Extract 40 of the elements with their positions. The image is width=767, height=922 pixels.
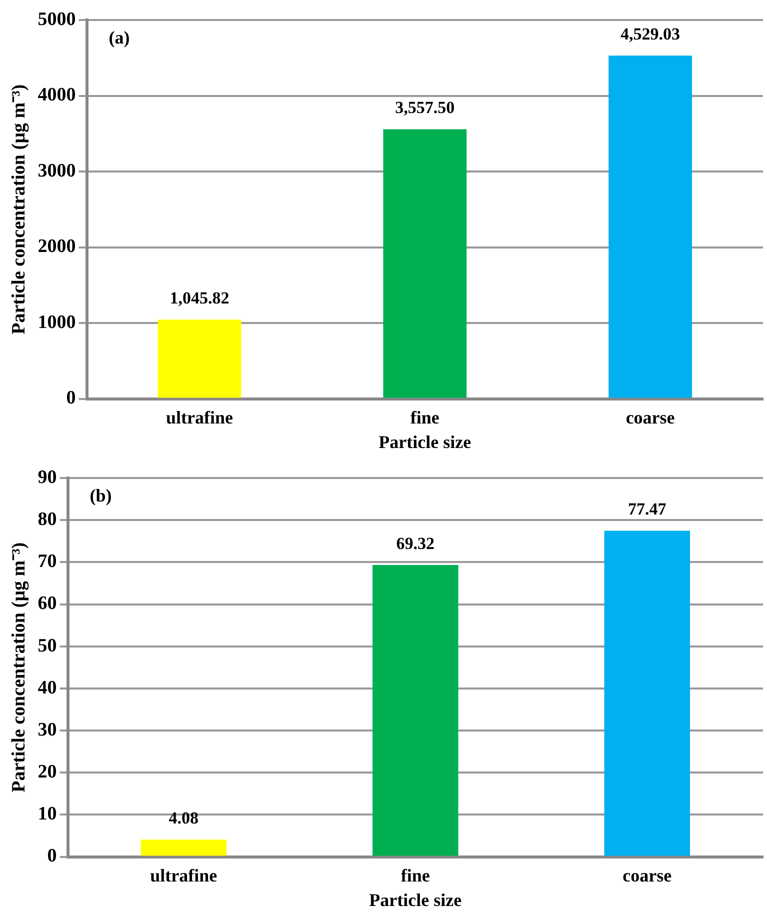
x-tick-label: coarse <box>626 407 675 428</box>
bar <box>608 56 692 398</box>
y-tick-label: 3000 <box>38 160 76 182</box>
x-axis-title: Particle size <box>378 432 472 452</box>
y-tick-label: 20 <box>38 762 57 783</box>
data-label: 3,557.50 <box>395 98 455 118</box>
bar <box>383 129 467 398</box>
y-tick-label: 10 <box>38 804 57 825</box>
data-label: 1,045.82 <box>170 288 230 308</box>
bar <box>158 320 242 398</box>
annotation: (a) <box>108 28 130 48</box>
bar <box>140 840 227 856</box>
x-tick-label: coarse <box>622 865 672 886</box>
x-tick-label: fine <box>410 407 440 428</box>
x-tick-label: ultrafine <box>166 407 233 428</box>
y-tick-label: 80 <box>38 508 57 530</box>
data-label: 77.47 <box>628 500 667 519</box>
bar <box>604 530 690 856</box>
data-label: 69.32 <box>396 534 435 553</box>
y-tick-label: 30 <box>38 719 57 740</box>
y-tick-label: 40 <box>38 677 57 698</box>
data-label: 4.08 <box>168 808 199 828</box>
x-axis-title: Particle size <box>369 890 462 910</box>
data-label: 4,529.03 <box>620 24 680 44</box>
y-axis-title: Particle concentration (µg m⁻³) <box>8 542 30 792</box>
y-axis-title: Particle concentration (µg m⁻³) <box>8 84 30 334</box>
y-tick-label: 90 <box>38 466 57 488</box>
y-tick-label: 70 <box>38 551 57 572</box>
y-tick-label: 50 <box>38 635 57 656</box>
bar <box>372 565 458 856</box>
x-tick-label: ultrafine <box>150 865 218 886</box>
y-tick-label: 0 <box>66 388 76 409</box>
y-tick-label: 0 <box>47 846 57 867</box>
y-tick-label: 2000 <box>38 236 76 258</box>
y-tick-label: 5000 <box>38 8 76 30</box>
y-tick-label: 60 <box>38 593 57 614</box>
x-tick-label: fine <box>400 865 430 886</box>
y-tick-label: 1000 <box>38 312 76 333</box>
annotation: (b) <box>90 486 112 506</box>
y-tick-label: 4000 <box>38 84 76 106</box>
